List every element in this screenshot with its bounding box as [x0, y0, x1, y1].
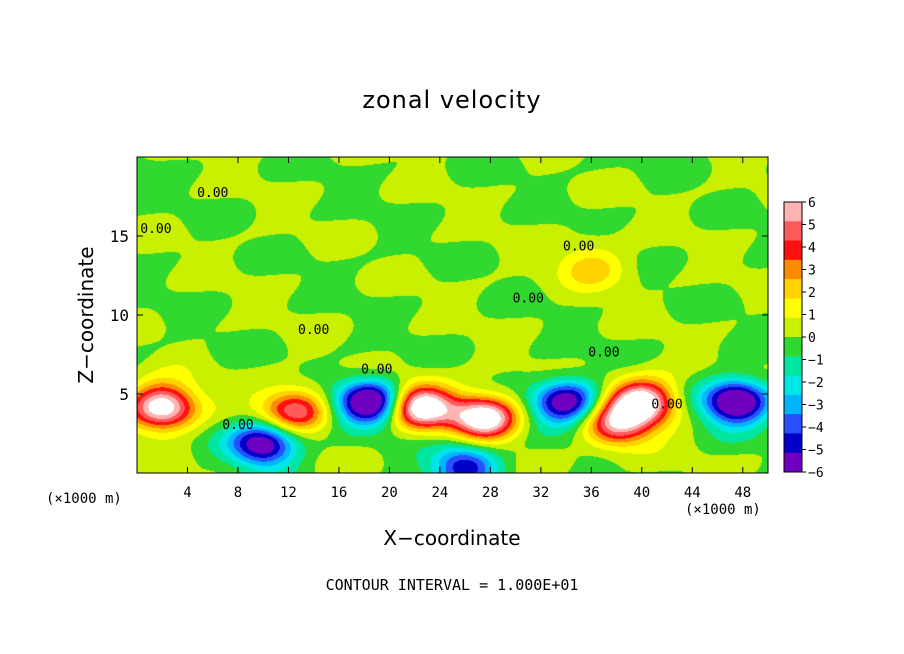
colorbar-cell — [784, 298, 802, 319]
colorbar-cell — [784, 202, 802, 222]
colorbar-cell — [784, 221, 802, 242]
contour-label: 0.00 — [513, 292, 544, 307]
colorbar-cell — [784, 394, 802, 415]
colorbar-tick-label: 4 — [808, 241, 816, 256]
contour-label: 0.00 — [298, 323, 329, 338]
x-tick-label: 24 — [431, 485, 448, 501]
contour-interval-note: CONTOUR INTERVAL = 1.000E+01 — [325, 576, 579, 594]
x-tick-label: 20 — [381, 485, 398, 501]
y-axis-label: Z−coordinate — [74, 246, 98, 384]
colorbar-tick-label: 2 — [808, 286, 816, 301]
contour-label: 0.00 — [222, 418, 253, 433]
y-tick-label: 5 — [119, 385, 129, 404]
colorbar-cell — [784, 259, 802, 280]
colorbar-cell — [784, 337, 802, 357]
contour-label: 0.00 — [588, 345, 619, 360]
colorbar-tick-label: −5 — [808, 444, 824, 459]
colorbar-tick-label: 1 — [808, 309, 816, 324]
contour-label: 0.00 — [140, 222, 171, 237]
colorbar-tick-label: −3 — [808, 399, 824, 414]
colorbar-tick-label: −1 — [808, 354, 824, 369]
x-tick-label: 8 — [234, 485, 242, 501]
x-tick-label: 48 — [734, 485, 751, 501]
contour-label: 0.00 — [197, 186, 228, 201]
contour-label: 0.00 — [361, 363, 392, 378]
x-unit-left: (×1000 m) — [46, 491, 122, 507]
colorbar-cell — [784, 240, 802, 261]
colorbar-tick-label: −2 — [808, 376, 824, 391]
y-tick-label: 10 — [110, 306, 129, 325]
colorbar-cell — [784, 452, 802, 473]
colorbar-cell — [784, 375, 802, 396]
colorbar-tick-label: −6 — [808, 466, 824, 481]
colorbar-cell — [784, 414, 802, 434]
colorbar-cell — [784, 317, 802, 338]
x-tick-label: 44 — [684, 485, 701, 501]
x-unit-right: (×1000 m) — [685, 502, 761, 518]
x-tick-label: 32 — [532, 485, 549, 501]
x-tick-label: 16 — [330, 485, 347, 501]
colorbar-cell — [784, 433, 802, 454]
x-tick-label: 36 — [583, 485, 600, 501]
x-tick-label: 12 — [280, 485, 297, 501]
contour-label: 0.00 — [563, 239, 594, 254]
colorbar-cell — [784, 356, 802, 377]
colorbar-cell — [784, 279, 802, 299]
contour-label: 0.00 — [651, 397, 682, 412]
colorbar-tick-label: 3 — [808, 264, 816, 279]
colorbar-tick-label: 6 — [808, 196, 816, 211]
x-tick-label: 28 — [482, 485, 499, 501]
x-tick-label: 40 — [633, 485, 650, 501]
colorbar-tick-label: 5 — [808, 219, 816, 234]
chart-title: zonal velocity — [362, 86, 542, 114]
colorbar-tick-label: −4 — [808, 421, 824, 436]
x-axis-label: X−coordinate — [383, 526, 521, 550]
y-tick-label: 15 — [110, 227, 129, 246]
colorbar-tick-label: 0 — [808, 331, 816, 346]
x-tick-label: 4 — [183, 485, 191, 501]
